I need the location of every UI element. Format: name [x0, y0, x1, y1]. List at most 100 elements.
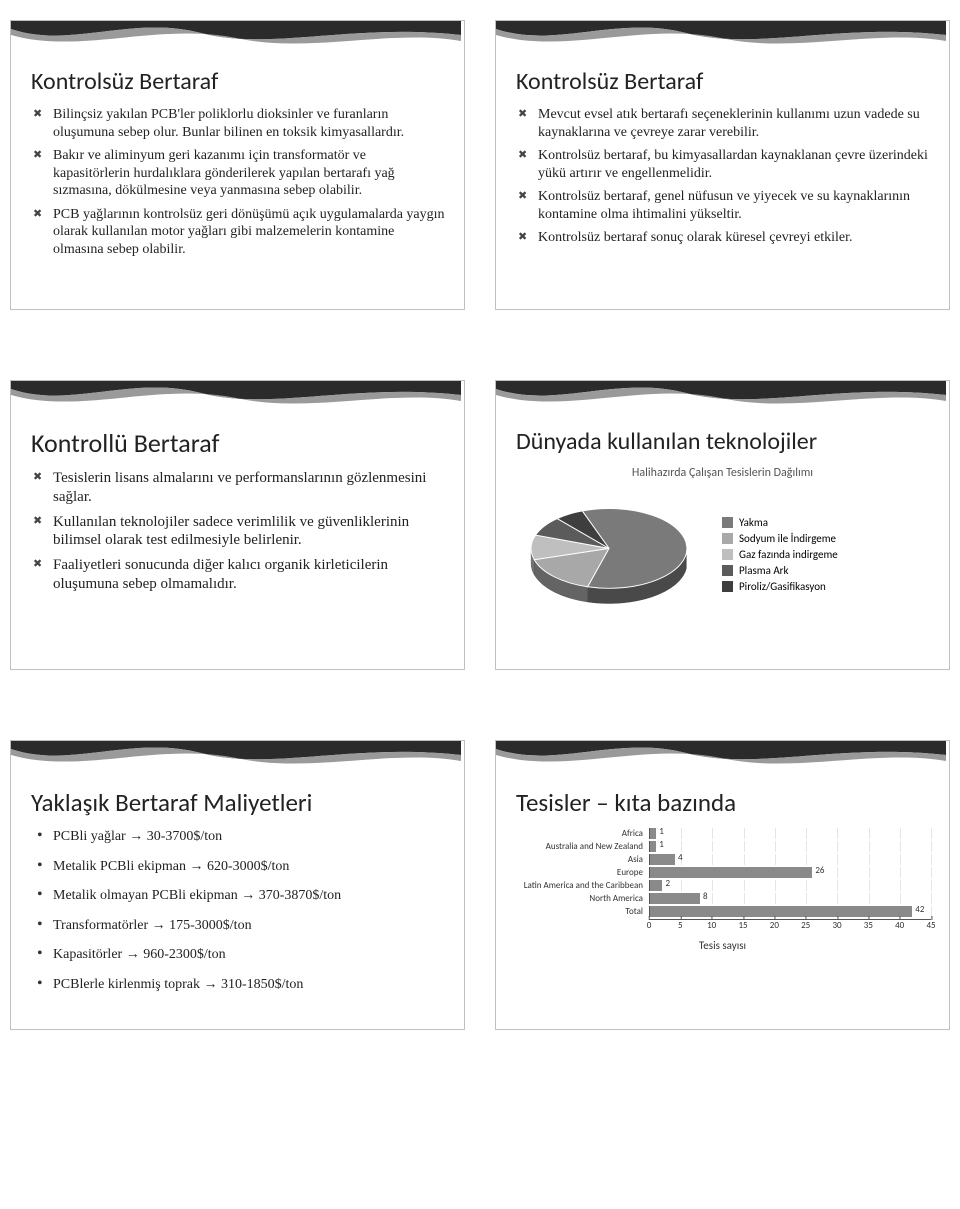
bar-value-label: 8 [703, 891, 708, 902]
bullet-list: Tesislerin lisans almalarını ve performa… [29, 469, 446, 594]
bar-value-label: 4 [678, 852, 683, 863]
axis-tick: 20 [770, 920, 779, 931]
bullet-item: Kapasitörler → 960-2300$/ton [33, 946, 446, 964]
legend-label: Plasma Ark [739, 564, 789, 577]
bullet-list: Bilinçsiz yakılan PCB'ler poliklorlu dio… [29, 106, 446, 258]
legend-label: Yakma [739, 516, 768, 529]
bar-category-label: Asia [514, 854, 649, 865]
slide-kontrollu: Kontrollü Bertaraf Tesislerin lisans alm… [10, 380, 465, 670]
ribbon-decor [496, 741, 946, 777]
slide-grid: Kontrolsüz Bertaraf Bilinçsiz yakılan PC… [0, 10, 960, 1040]
bar-category-label: North America [514, 893, 649, 904]
ribbon-decor [11, 21, 461, 57]
slide-title: Tesisler – kıta bazında [516, 787, 931, 818]
bar-fill [650, 906, 912, 917]
bar-track: 42 [649, 906, 931, 917]
bar-track: 4 [649, 854, 931, 865]
ribbon-decor [11, 741, 461, 777]
ribbon-decor [11, 381, 461, 417]
bar-chart: Africa1Australia and New Zealand1Asia4Eu… [514, 828, 931, 935]
bullet-item: Tesislerin lisans almalarını ve performa… [33, 469, 446, 507]
bar-track: 1 [649, 841, 931, 852]
axis-tick: 25 [801, 920, 810, 931]
slide-kontrolsuz-2: Kontrolsüz Bertaraf Mevcut evsel atık be… [495, 20, 950, 310]
bullet-item: Mevcut evsel atık bertarafı seçeneklerin… [518, 106, 931, 141]
bullet-item: Metalik olmayan PCBli ekipman → 370-3870… [33, 887, 446, 905]
slide-tesisler-kita: Tesisler – kıta bazında Africa1Australia… [495, 740, 950, 1030]
bar-x-axis: 051015202530354045 [649, 919, 931, 935]
bar-row: Australia and New Zealand1 [514, 841, 931, 852]
slide-title: Yaklaşık Bertaraf Maliyetleri [31, 787, 446, 818]
bar-value-label: 42 [915, 904, 924, 915]
bullet-item: Bilinçsiz yakılan PCB'ler poliklorlu dio… [33, 106, 446, 141]
legend-item: Sodyum ile İndirgeme [722, 532, 838, 545]
bar-track: 1 [649, 828, 931, 839]
pie-chart [514, 486, 704, 626]
bullet-item: Faaliyetleri sonucunda diğer kalıcı orga… [33, 556, 446, 594]
slide-title: Kontrolsüz Bertaraf [516, 67, 931, 96]
bar-track: 2 [649, 880, 931, 891]
bullet-item: PCBlerle kirlenmiş toprak → 310-1850$/to… [33, 976, 446, 994]
bullet-item: Kontrolsüz bertaraf, genel nüfusun ve yi… [518, 188, 931, 223]
legend-item: Plasma Ark [722, 564, 838, 577]
axis-tick: 45 [926, 920, 935, 931]
bar-category-label: Europe [514, 867, 649, 878]
axis-tick: 30 [832, 920, 841, 931]
slide-title: Kontrolsüz Bertaraf [31, 67, 446, 96]
bar-axis-label: Tesis sayısı [514, 939, 931, 952]
bar-track: 26 [649, 867, 931, 878]
bullet-item: PCBli yağlar → 30-3700$/ton [33, 828, 446, 846]
chart-subtitle: Halihazırda Çalışan Tesislerin Dağılımı [514, 466, 931, 480]
bullet-list: Mevcut evsel atık bertarafı seçeneklerin… [514, 106, 931, 247]
bar-track: 8 [649, 893, 931, 904]
bar-fill [650, 828, 656, 839]
slide-dunyada-teknolojiler: Dünyada kullanılan teknolojiler Halihazı… [495, 380, 950, 670]
bar-fill [650, 867, 812, 878]
bar-value-label: 1 [659, 826, 664, 837]
slide-kontrolsuz-1: Kontrolsüz Bertaraf Bilinçsiz yakılan PC… [10, 20, 465, 310]
bar-row: Africa 1 [514, 828, 931, 839]
axis-tick: 5 [678, 920, 683, 931]
bullet-item: Transformatörler → 175-3000$/ton [33, 917, 446, 935]
bullet-item: Kullanılan teknolojiler sadece verimlili… [33, 513, 446, 551]
bar-row: Asia 4 [514, 854, 931, 865]
bar-value-label: 26 [815, 865, 824, 876]
axis-tick: 35 [864, 920, 873, 931]
bar-fill [650, 893, 700, 904]
bar-category-label: Latin America and the Caribbean [514, 880, 649, 891]
axis-tick: 10 [707, 920, 716, 931]
bar-fill [650, 880, 662, 891]
bar-value-label: 1 [659, 839, 664, 850]
bar-fill [650, 854, 675, 865]
legend-label: Gaz fazında indirgeme [739, 548, 838, 561]
pie-chart-area: Yakma Sodyum ile İndirgeme Gaz fazında ind… [514, 486, 931, 626]
bar-row: North America 8 [514, 893, 931, 904]
axis-tick: 15 [738, 920, 747, 931]
slide-title: Dünyada kullanılan teknolojiler [516, 427, 931, 456]
ribbon-decor [496, 381, 946, 417]
bar-value-label: 2 [665, 878, 670, 889]
legend-swatch [722, 517, 733, 528]
legend-swatch [722, 581, 733, 592]
axis-tick: 0 [647, 920, 652, 931]
bar-category-label: Total [514, 906, 649, 917]
legend-label: Piroliz/Gasifikasyon [739, 580, 826, 593]
legend-swatch [722, 565, 733, 576]
bullet-item: Bakır ve aliminyum geri kazanımı için tr… [33, 147, 446, 200]
ribbon-decor [496, 21, 946, 57]
bar-category-label: Africa [514, 828, 649, 839]
bullet-item: Metalik PCBli ekipman → 620-3000$/ton [33, 858, 446, 876]
bullet-item: Kontrolsüz bertaraf sonuç olarak küresel… [518, 229, 931, 247]
legend-swatch [722, 549, 733, 560]
legend-item: Piroliz/Gasifikasyon [722, 580, 838, 593]
slide-maliyetler: Yaklaşık Bertaraf Maliyetleri PCBli yağl… [10, 740, 465, 1030]
legend-item: Yakma [722, 516, 838, 529]
legend-item: Gaz fazında indirgeme [722, 548, 838, 561]
bullet-item: Kontrolsüz bertaraf, bu kimyasallardan k… [518, 147, 931, 182]
bar-fill [650, 841, 656, 852]
bullet-list: PCBli yağlar → 30-3700$/ton Metalik PCBli… [29, 828, 446, 993]
legend-swatch [722, 533, 733, 544]
legend-label: Sodyum ile İndirgeme [739, 532, 836, 545]
bar-row: Latin America and the Caribbean 2 [514, 880, 931, 891]
bullet-item: PCB yağlarının kontrolsüz geri dönüşümü … [33, 206, 446, 259]
